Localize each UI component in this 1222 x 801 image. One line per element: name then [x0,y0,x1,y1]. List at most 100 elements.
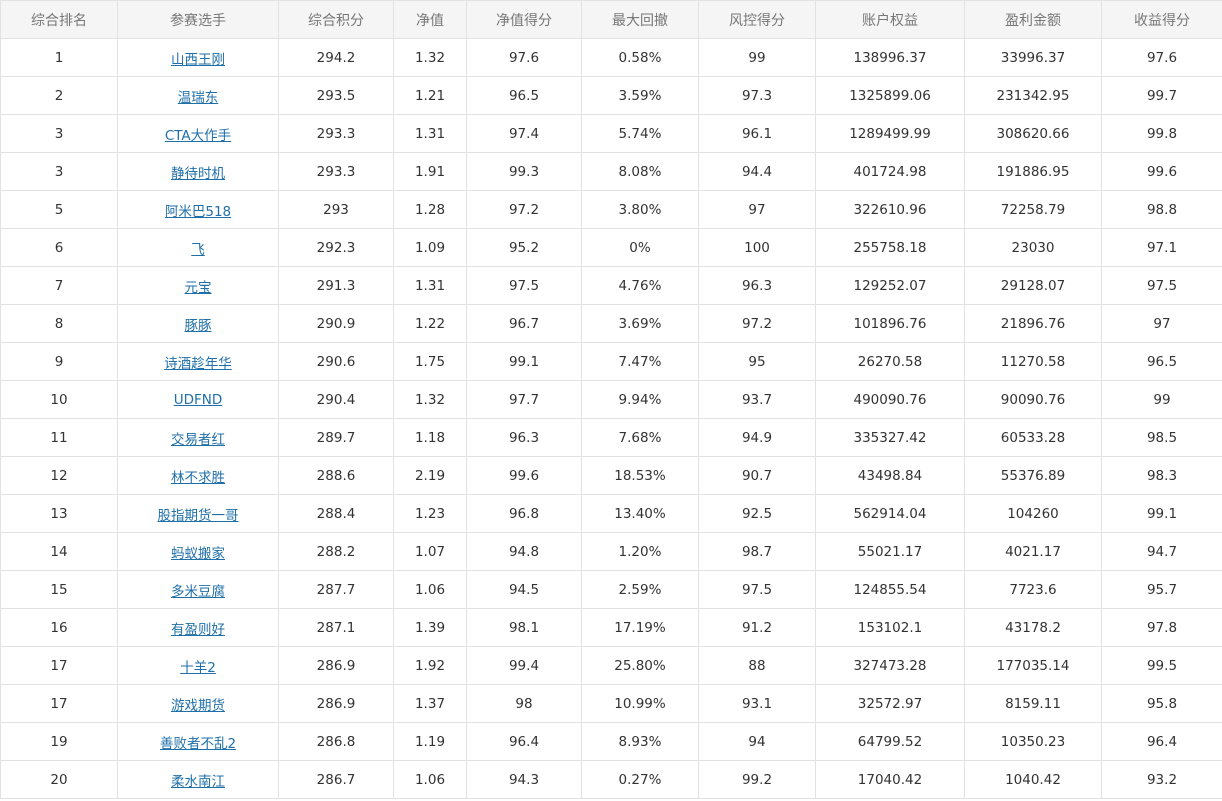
cell-max-drawdown: 1.20% [581,532,699,571]
table-row: 13 股指期货一哥 288.4 1.23 96.8 13.40% 92.5 56… [0,494,1222,533]
player-link[interactable]: 飞 [191,241,205,258]
player-link[interactable]: 阿米巴518 [164,203,232,220]
player-link[interactable]: UDFND [173,391,223,408]
cell-equity: 55021.17 [815,532,965,571]
cell-nav: 1.32 [393,38,467,77]
cell-composite-score: 292.3 [278,228,394,267]
cell-player: 温瑞东 [117,76,279,115]
cell-max-drawdown: 3.69% [581,304,699,343]
cell-return-score: 97.1 [1101,228,1222,267]
player-link[interactable]: 林不求胜 [171,469,225,486]
player-link[interactable]: 善败者不乱2 [159,735,237,752]
cell-profit: 104260 [964,494,1102,533]
cell-composite-score: 290.9 [278,304,394,343]
player-link[interactable]: 诗酒趁年华 [164,355,232,372]
cell-profit: 29128.07 [964,266,1102,305]
cell-profit: 177035.14 [964,646,1102,685]
cell-nav: 1.07 [393,532,467,571]
player-link[interactable]: 柔水南江 [171,773,225,790]
cell-return-score: 98.5 [1101,418,1222,457]
col-header-profit: 盈利金额 [964,0,1102,39]
cell-return-score: 99.1 [1101,494,1222,533]
cell-profit: 4021.17 [964,532,1102,571]
cell-return-score: 99.7 [1101,76,1222,115]
table-row: 5 阿米巴518 293 1.28 97.2 3.80% 97 322610.9… [0,190,1222,229]
player-link[interactable]: 交易者红 [171,431,225,448]
table-row: 9 诗酒趁年华 290.6 1.75 99.1 7.47% 95 26270.5… [0,342,1222,381]
cell-nav: 1.91 [393,152,467,191]
cell-equity: 124855.54 [815,570,965,609]
cell-rank: 19 [0,722,118,761]
cell-nav-score: 96.8 [466,494,582,533]
cell-nav-score: 99.3 [466,152,582,191]
cell-nav-score: 98.1 [466,608,582,647]
player-link[interactable]: 山西王刚 [171,51,225,68]
cell-profit: 191886.95 [964,152,1102,191]
cell-composite-score: 288.6 [278,456,394,495]
cell-player: UDFND [117,380,279,419]
table-row: 19 善败者不乱2 286.8 1.19 96.4 8.93% 94 64799… [0,722,1222,761]
cell-player: 股指期货一哥 [117,494,279,533]
cell-risk-score: 95 [698,342,816,381]
cell-risk-score: 94 [698,722,816,761]
cell-composite-score: 286.9 [278,646,394,685]
cell-profit: 21896.76 [964,304,1102,343]
cell-nav: 1.31 [393,266,467,305]
cell-equity: 562914.04 [815,494,965,533]
player-link[interactable]: 多米豆腐 [171,583,225,600]
player-link[interactable]: 蚂蚁搬家 [171,545,225,562]
cell-equity: 138996.37 [815,38,965,77]
cell-player: 山西王刚 [117,38,279,77]
player-link[interactable]: 游戏期货 [171,697,225,714]
cell-max-drawdown: 0.27% [581,760,699,799]
player-link[interactable]: CTA大作手 [164,127,232,144]
cell-rank: 15 [0,570,118,609]
cell-composite-score: 288.2 [278,532,394,571]
cell-max-drawdown: 9.94% [581,380,699,419]
cell-rank: 16 [0,608,118,647]
cell-nav: 1.06 [393,760,467,799]
cell-nav: 1.28 [393,190,467,229]
cell-risk-score: 97.5 [698,570,816,609]
player-link[interactable]: 豚豚 [184,317,212,334]
cell-risk-score: 90.7 [698,456,816,495]
cell-player: 元宝 [117,266,279,305]
player-link[interactable]: 温瑞东 [177,89,219,106]
cell-equity: 1289499.99 [815,114,965,153]
player-link[interactable]: 静待时机 [171,165,225,182]
table-row: 2 温瑞东 293.5 1.21 96.5 3.59% 97.3 1325899… [0,76,1222,115]
col-header-composite-score: 综合积分 [278,0,394,39]
cell-player: 游戏期货 [117,684,279,723]
cell-return-score: 95.7 [1101,570,1222,609]
player-link[interactable]: 股指期货一哥 [157,507,239,524]
cell-profit: 90090.76 [964,380,1102,419]
cell-equity: 26270.58 [815,342,965,381]
cell-rank: 2 [0,76,118,115]
col-header-nav-score: 净值得分 [466,0,582,39]
cell-nav-score: 99.1 [466,342,582,381]
cell-max-drawdown: 0% [581,228,699,267]
cell-profit: 43178.2 [964,608,1102,647]
cell-nav-score: 96.5 [466,76,582,115]
cell-composite-score: 290.6 [278,342,394,381]
cell-rank: 3 [0,152,118,191]
cell-nav: 1.06 [393,570,467,609]
cell-equity: 32572.97 [815,684,965,723]
table-row: 1 山西王刚 294.2 1.32 97.6 0.58% 99 138996.3… [0,38,1222,77]
cell-player: 飞 [117,228,279,267]
cell-equity: 490090.76 [815,380,965,419]
cell-nav-score: 94.5 [466,570,582,609]
cell-risk-score: 92.5 [698,494,816,533]
cell-return-score: 99 [1101,380,1222,419]
player-link[interactable]: 元宝 [184,279,212,296]
cell-rank: 9 [0,342,118,381]
cell-max-drawdown: 7.47% [581,342,699,381]
table-row: 17 游戏期货 286.9 1.37 98 10.99% 93.1 32572.… [0,684,1222,723]
cell-rank: 8 [0,304,118,343]
cell-equity: 335327.42 [815,418,965,457]
cell-equity: 17040.42 [815,760,965,799]
cell-return-score: 97.5 [1101,266,1222,305]
player-link[interactable]: 有盈则好 [171,621,225,638]
player-link[interactable]: 十羊2 [180,659,216,676]
